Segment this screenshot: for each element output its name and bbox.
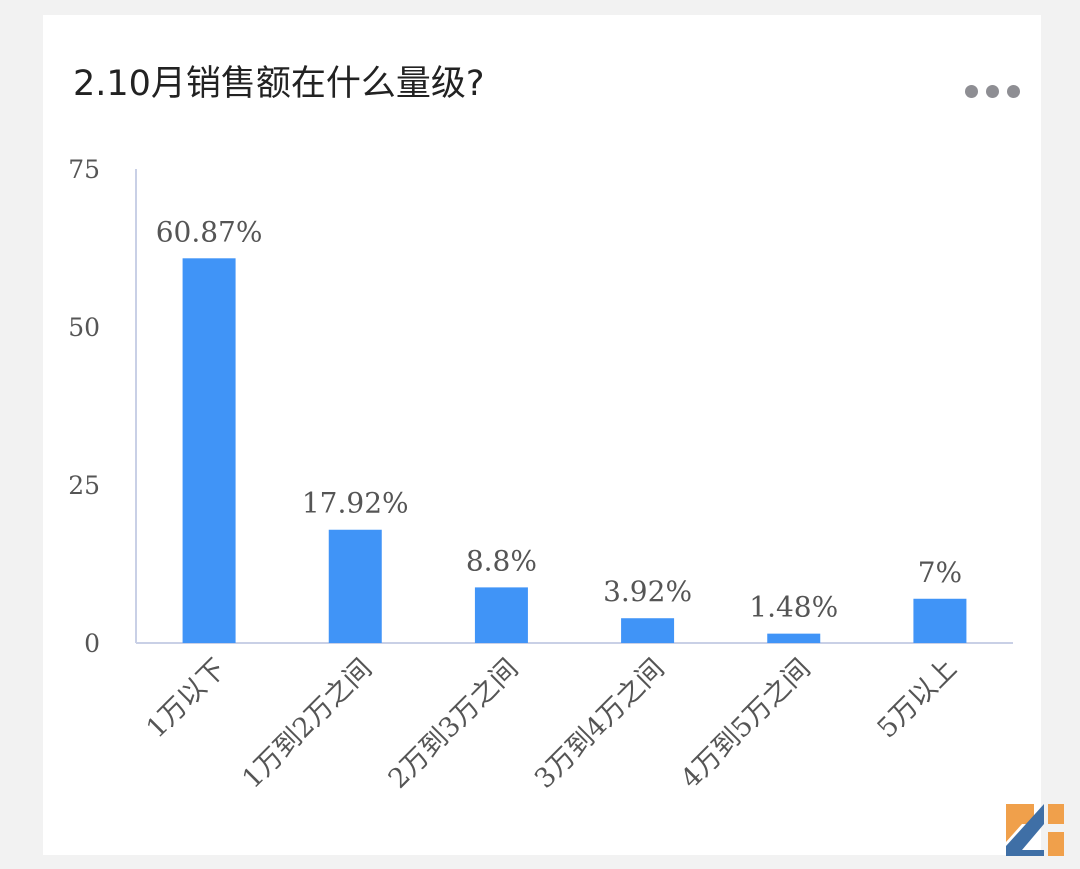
- bar-value-label: 17.92%: [302, 487, 409, 520]
- bar: [913, 598, 967, 643]
- x-category-label: 3万到4万之间: [529, 653, 671, 795]
- logo-orange-shape: [1006, 804, 1034, 842]
- chart-title: 2.10月销售额在什么量级?: [73, 64, 485, 104]
- bar-value-label: 60.87%: [156, 215, 263, 248]
- more-dot: [986, 85, 999, 98]
- bar: [767, 633, 821, 643]
- y-tick-label: 75: [68, 155, 100, 184]
- more-dot: [1007, 85, 1020, 98]
- bar: [182, 258, 236, 643]
- y-tick-label: 0: [84, 629, 100, 658]
- bar: [621, 618, 675, 643]
- bar-value-label: 8.8%: [466, 544, 537, 577]
- bar: [328, 529, 382, 643]
- bar: [474, 587, 528, 643]
- brand-logo-icon: [1006, 804, 1064, 856]
- more-dot: [965, 85, 978, 98]
- logo-blue-shape: [1006, 804, 1044, 856]
- logo-orange-block: [1048, 832, 1064, 856]
- more-options-icon[interactable]: [965, 85, 1025, 99]
- x-category-label: 2万到3万之间: [383, 653, 525, 795]
- y-tick-label: 50: [68, 313, 100, 342]
- y-tick-label: 25: [68, 471, 100, 500]
- logo-orange-square: [1048, 804, 1064, 824]
- x-category-label: 1万到2万之间: [237, 653, 379, 795]
- x-category-label: 1万以下: [141, 653, 232, 744]
- bar-value-label: 3.92%: [603, 575, 692, 608]
- bar-value-label: 1.48%: [749, 591, 838, 624]
- x-category-label: 4万到5万之间: [675, 653, 817, 795]
- bar-value-label: 7%: [918, 556, 962, 589]
- x-category-label: 5万以上: [872, 653, 963, 744]
